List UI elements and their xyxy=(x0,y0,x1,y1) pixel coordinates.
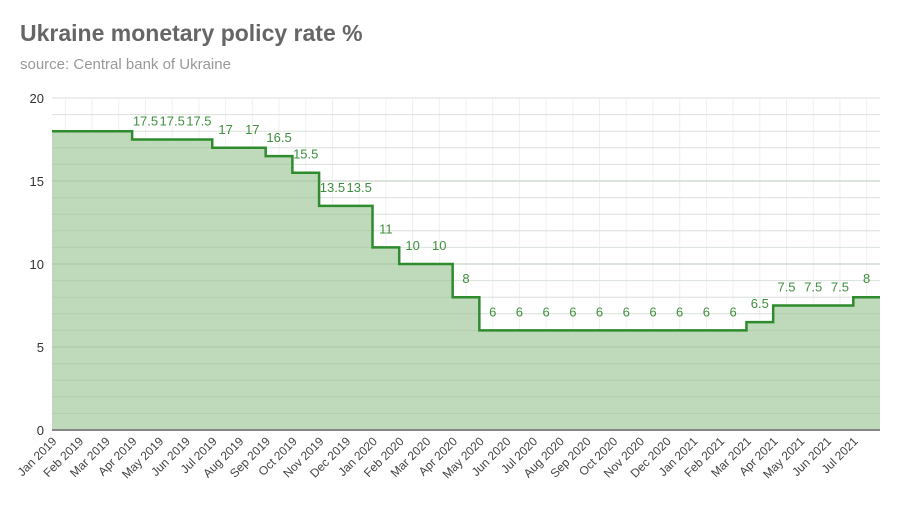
data-label: 17.5 xyxy=(186,114,211,129)
data-label: 6 xyxy=(676,304,683,319)
y-tick-label: 15 xyxy=(30,174,44,189)
chart-subtitle: source: Central bank of Ukraine xyxy=(20,56,231,73)
data-label: 6 xyxy=(516,304,523,319)
data-label: 6 xyxy=(569,304,576,319)
data-label: 7.5 xyxy=(831,280,849,295)
data-label: 8 xyxy=(462,271,469,286)
data-label: 6 xyxy=(489,304,496,319)
data-label: 11 xyxy=(379,221,393,236)
y-tick-label: 20 xyxy=(30,91,44,106)
data-label: 15.5 xyxy=(293,147,318,162)
data-label: 6 xyxy=(649,304,656,319)
data-label: 17 xyxy=(218,122,232,137)
data-label: 17 xyxy=(245,122,259,137)
data-label: 6.5 xyxy=(751,296,769,311)
data-label: 6 xyxy=(596,304,603,319)
y-tick-label: 5 xyxy=(37,340,44,355)
data-label: 7.5 xyxy=(777,280,795,295)
y-tick-label: 10 xyxy=(30,257,44,272)
y-tick-label: 0 xyxy=(37,423,44,438)
data-label: 16.5 xyxy=(266,130,291,145)
data-label: 6 xyxy=(703,304,710,319)
data-label: 6 xyxy=(543,304,550,319)
chart-title: Ukraine monetary policy rate % xyxy=(20,20,363,46)
data-label: 13.5 xyxy=(320,180,345,195)
data-label: 8 xyxy=(863,271,870,286)
data-label: 13.5 xyxy=(347,180,372,195)
data-label: 17.5 xyxy=(133,114,158,129)
data-label: 10 xyxy=(432,238,446,253)
data-label: 6 xyxy=(623,304,630,319)
data-label: 17.5 xyxy=(160,114,185,129)
area-fill xyxy=(52,131,880,430)
data-label: 7.5 xyxy=(804,280,822,295)
series-line xyxy=(52,129,880,332)
data-label: 6 xyxy=(729,304,736,319)
data-label: 10 xyxy=(405,238,419,253)
